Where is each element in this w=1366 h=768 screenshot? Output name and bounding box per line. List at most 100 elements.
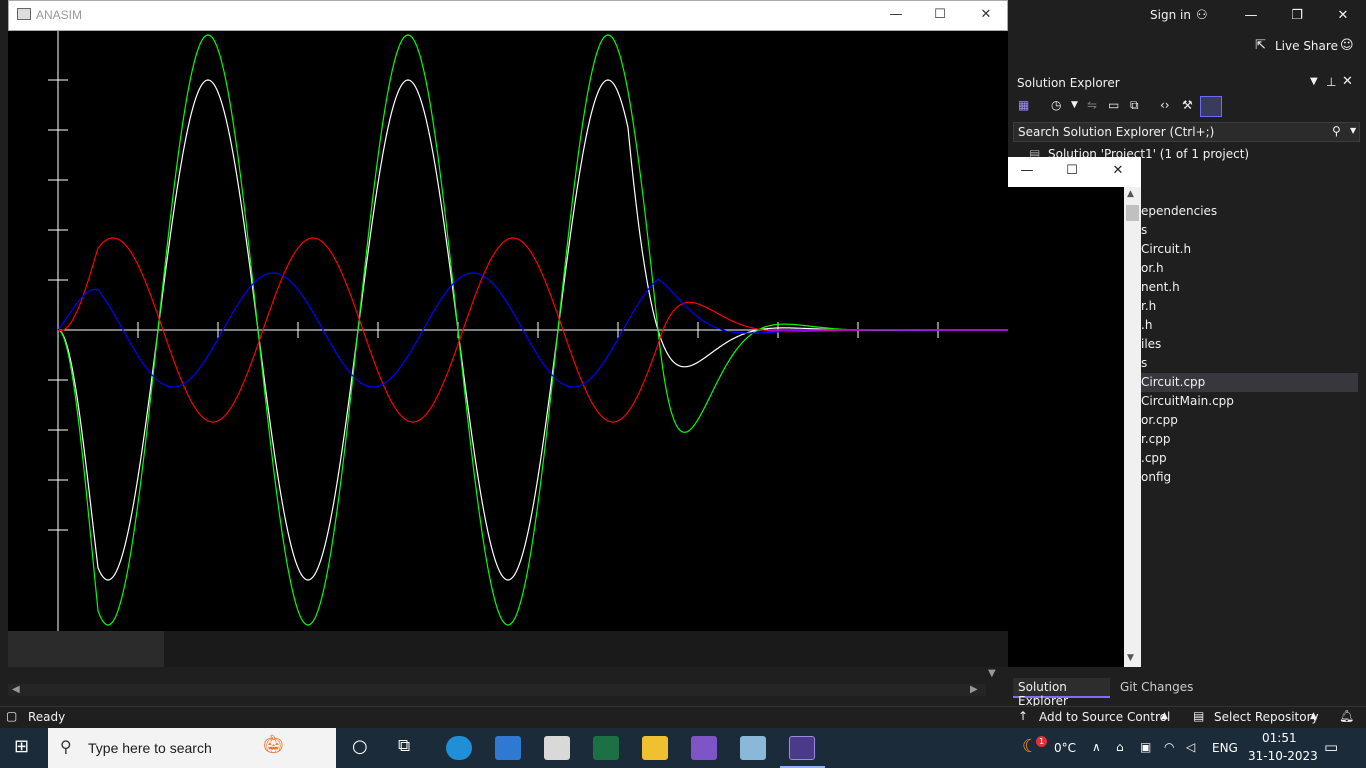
visual-studio-icon[interactable] — [691, 736, 717, 760]
tree-item[interactable]: CircuitMain.cpp — [1013, 392, 1358, 411]
edge-browser-icon[interactable] — [446, 736, 472, 760]
console-titlebar: — ☐ ✕ — [1008, 157, 1141, 187]
home-icon[interactable]: ▦ — [1018, 98, 1030, 112]
tab-solution-explorer[interactable]: Solution Explorer — [1013, 678, 1110, 708]
search-icon: ⚲ — [60, 737, 72, 756]
microsoft-store-icon[interactable] — [544, 736, 570, 760]
scroll-up-icon[interactable]: ▲ — [1127, 189, 1134, 199]
editor-content — [164, 631, 1008, 667]
tree-item[interactable]: s — [1013, 221, 1358, 240]
history-dropdown-icon[interactable]: ▼ — [1071, 100, 1078, 110]
tree-item-label: s — [1141, 356, 1148, 370]
sync-icon[interactable]: ⇋ — [1087, 98, 1098, 112]
tree-item[interactable]: r.cpp — [1013, 430, 1358, 449]
show-all-files-icon[interactable]: ⧉ — [1130, 98, 1139, 112]
tree-item[interactable]: r.h — [1013, 297, 1358, 316]
tree-item-label: .cpp — [1141, 451, 1167, 465]
notepad-icon[interactable] — [740, 736, 766, 760]
tree-item-label: s — [1141, 223, 1148, 237]
taskbar-search-box[interactable]: ⚲ — [48, 728, 336, 768]
tree-item[interactable]: s — [1013, 354, 1358, 373]
solution-explorer-title: Solution Explorer — [1017, 76, 1120, 90]
console-app-icon[interactable] — [789, 736, 815, 760]
live-share-button[interactable]: Live Share — [1275, 39, 1338, 53]
status-text: Ready — [28, 710, 66, 724]
clock-date[interactable]: 31-10-2023 — [1248, 749, 1318, 763]
tree-item[interactable]: or.h — [1013, 259, 1358, 278]
horizontal-scrollbar[interactable]: ◀ ▶ — [8, 684, 986, 696]
network-adapter-icon[interactable]: ⌂ — [1116, 740, 1124, 754]
add-source-control-button[interactable]: Add to Source Control — [1039, 710, 1171, 724]
file-explorer-icon[interactable] — [642, 736, 668, 760]
console-close-button[interactable]: ✕ — [1112, 163, 1124, 178]
sign-in-link[interactable]: Sign in — [1150, 8, 1191, 22]
tree-item-label: r.h — [1141, 299, 1157, 313]
tab-git-changes[interactable]: Git Changes — [1120, 680, 1194, 694]
tree-item-label: onfig — [1141, 470, 1172, 484]
tree-item[interactable]: ependencies — [1013, 202, 1358, 221]
mail-icon[interactable] — [495, 736, 521, 760]
vs-titlebar — [1008, 0, 1366, 70]
scroll-down-icon[interactable]: ▼ — [1127, 653, 1134, 663]
tree-item[interactable]: .h — [1013, 316, 1358, 335]
console-window — [1008, 157, 1141, 667]
pin-icon[interactable]: ⊥ — [1326, 75, 1337, 89]
solution-search-input[interactable]: Search Solution Explorer (Ctrl+;) ⚲ ▼ — [1013, 122, 1360, 142]
tree-item[interactable]: Circuit.h — [1013, 240, 1358, 259]
console-minimize-button[interactable]: — — [1020, 163, 1034, 178]
anasim-maximize-button[interactable]: ☐ — [934, 7, 946, 22]
windows-start-icon[interactable]: ⊞ — [14, 736, 30, 757]
scroll-left-icon[interactable]: ◀ — [12, 684, 20, 695]
scroll-right-icon[interactable]: ▶ — [970, 684, 978, 695]
search-options-icon[interactable]: ▼ — [1350, 126, 1357, 135]
wifi-icon[interactable]: ◠ — [1164, 740, 1175, 754]
tree-item-label: ependencies — [1141, 204, 1218, 218]
dropdown-chevron-icon[interactable]: ▼ — [988, 668, 996, 679]
vs-restore-button[interactable]: ❐ — [1291, 8, 1303, 23]
feedback-icon[interactable]: ☺ — [1340, 38, 1354, 53]
properties-icon[interactable]: ⚒ — [1182, 98, 1193, 112]
console-maximize-button[interactable]: ☐ — [1066, 163, 1078, 178]
tray-chevron-up-icon[interactable]: ∧ — [1092, 740, 1101, 754]
vs-close-button[interactable]: ✕ — [1337, 8, 1349, 23]
notifications-bell-icon[interactable]: 🔔︎ — [1339, 709, 1355, 723]
tree-item[interactable]: or.cpp — [1013, 411, 1358, 430]
excel-icon[interactable] — [593, 736, 619, 760]
clock-time[interactable]: 01:51 — [1262, 731, 1297, 745]
tree-item[interactable]: onfig — [1013, 468, 1358, 487]
chevron-up-icon: ▲ — [1310, 711, 1317, 721]
tree-item[interactable]: .cpp — [1013, 449, 1358, 468]
language-indicator[interactable]: ENG — [1212, 741, 1238, 755]
volume-icon[interactable]: ◁ — [1186, 740, 1196, 754]
app-icon — [17, 8, 31, 20]
view-code-icon[interactable]: ‹› — [1160, 98, 1170, 112]
plot-axes — [48, 31, 1008, 631]
search-placeholder: Search Solution Explorer (Ctrl+;) — [1018, 125, 1215, 139]
history-icon[interactable]: ◷ — [1051, 98, 1062, 112]
tree-item[interactable]: nent.h — [1013, 278, 1358, 297]
task-view-icon[interactable]: ⧉ — [398, 736, 411, 756]
anasim-close-button[interactable]: ✕ — [980, 7, 992, 22]
repository-icon: ▤ — [1193, 709, 1205, 723]
weather-icon[interactable]: ☾ — [1022, 736, 1039, 757]
cortana-icon[interactable]: ○ — [352, 736, 368, 757]
console-scrollbar[interactable]: ▲ ▼ — [1124, 187, 1141, 667]
action-center-icon[interactable]: ▭ — [1324, 738, 1339, 756]
preview-selected-icon[interactable] — [1200, 96, 1222, 117]
anasim-minimize-button[interactable]: — — [889, 7, 903, 22]
meet-now-icon[interactable]: ▣ — [1140, 740, 1152, 754]
weather-badge: 1 — [1036, 736, 1047, 747]
collapse-all-icon[interactable]: ▭ — [1108, 98, 1120, 112]
weather-temperature[interactable]: 0°C — [1054, 741, 1077, 755]
panel-close-icon[interactable]: ✕ — [1342, 74, 1353, 89]
search-icon[interactable]: ⚲ — [1332, 124, 1341, 138]
tree-item[interactable]: iles — [1013, 335, 1358, 354]
panel-menu-icon[interactable]: ▼ — [1310, 76, 1318, 87]
tree-item-label: Circuit.cpp — [1141, 375, 1206, 389]
vs-minimize-button[interactable]: — — [1244, 8, 1258, 23]
scroll-thumb[interactable] — [1126, 205, 1139, 221]
account-icon[interactable]: ⚇ — [1196, 8, 1208, 23]
tree-item-label: nent.h — [1141, 280, 1180, 294]
select-repository-button[interactable]: Select Repository — [1214, 710, 1319, 724]
tree-item-label: .h — [1141, 318, 1153, 332]
